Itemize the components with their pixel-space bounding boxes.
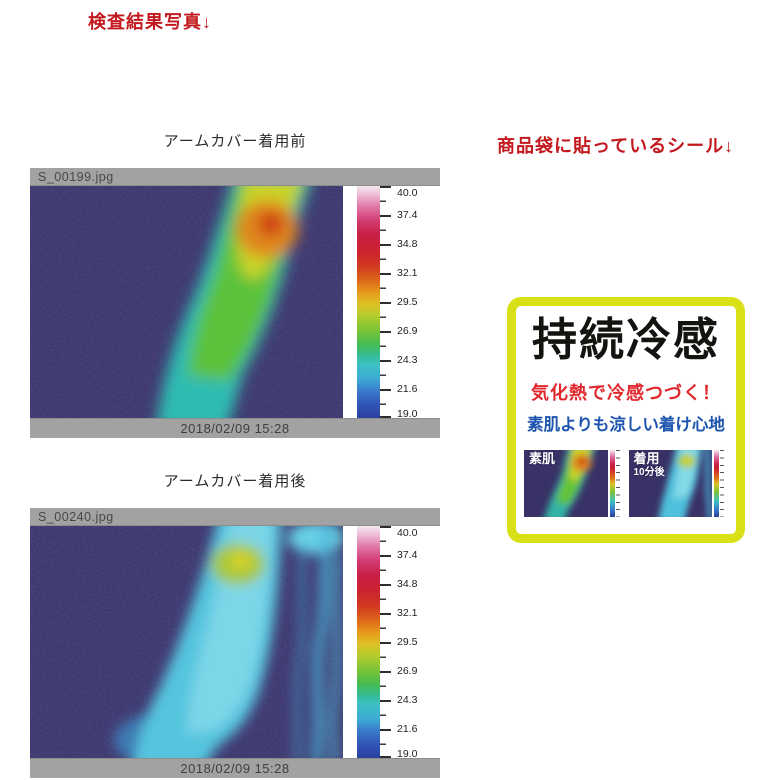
mini-gradient-bar	[609, 449, 615, 517]
figure-title-after: アームカバー着用後	[163, 473, 307, 490]
annotation-test-photos: 検査結果写真↓	[88, 12, 212, 32]
thermal-arm-cool-graphic	[30, 526, 343, 758]
mini-thermal-cool-graphic	[628, 449, 713, 517]
mini-label-bare-skin: 素肌	[529, 450, 556, 466]
figure-title-before: アームカバー着用前	[163, 133, 307, 150]
filename-bar: S_00199.jpg	[30, 168, 440, 186]
thermal-figure-after: アームカバー着用後 S_00240.jpg	[30, 470, 440, 778]
scale-label: 24.3	[397, 354, 418, 366]
mini-scale-ticks	[615, 449, 620, 517]
scale-label: 40.0	[397, 527, 418, 539]
scale-label: 32.1	[397, 267, 418, 279]
mini-thermal-bare-skin: 素肌	[524, 449, 624, 517]
scale-label: 21.6	[397, 723, 418, 735]
scale-label: 32.1	[397, 607, 418, 619]
scale-label: 21.6	[397, 383, 418, 395]
thermal-arm-warm-graphic	[30, 186, 343, 418]
filename-text: S_00240.jpg	[38, 509, 114, 524]
temperature-scale: 40.0 37.4 34.8 32.1 29.5 26.9 24.3 21.6 …	[343, 186, 440, 420]
mini-temperature-scale	[712, 449, 728, 517]
scale-label: 37.4	[397, 549, 418, 561]
sticker-tagline-red: 気化熱で冷感つづく！	[531, 382, 721, 403]
thermal-image-before: S_00199.jpg	[30, 168, 440, 438]
mini-thermal-warm-graphic	[524, 449, 608, 517]
scale-label: 34.8	[397, 238, 418, 250]
sticker-thermal-comparison: 素肌	[524, 449, 728, 517]
thermal-figure-before: アームカバー着用前 S_00199.jpg	[30, 130, 440, 438]
mini-temperature-scale	[607, 449, 624, 517]
thermal-photo-before	[30, 186, 343, 418]
sticker-headline: 持続冷感	[531, 314, 720, 365]
scale-label: 29.5	[397, 636, 418, 648]
scale-label: 26.9	[397, 325, 418, 337]
filename-text: S_00199.jpg	[38, 169, 114, 184]
timestamp-bar: 2018/02/09 15:28	[30, 418, 440, 438]
timestamp-text: 2018/02/09 15:28	[180, 421, 290, 436]
scale-label: 40.0	[397, 187, 418, 199]
timestamp-bar: 2018/02/09 15:28	[30, 758, 440, 778]
scale-label: 19.0	[397, 408, 418, 420]
scale-label: 19.0	[397, 748, 418, 760]
temperature-scale: 40.0 37.4 34.8 32.1 29.5 26.9 24.3 21.6 …	[343, 526, 440, 760]
scale-label: 24.3	[397, 694, 418, 706]
sticker-tagline-blue: 素肌よりも涼しい着け心地	[527, 415, 725, 434]
mini-scale-ticks	[720, 449, 725, 517]
filename-bar: S_00240.jpg	[30, 508, 440, 526]
scale-ticks-major	[380, 526, 391, 758]
thermal-image-after: S_00240.jpg	[30, 508, 440, 778]
temperature-gradient-bar	[357, 526, 380, 758]
scale-labels: 40.0 37.4 34.8 32.1 29.5 26.9 24.3 21.6 …	[397, 526, 440, 760]
annotation-bag-sticker: 商品袋に貼っているシール↓	[497, 136, 735, 156]
thermal-photo-after	[30, 526, 343, 758]
scale-label: 26.9	[397, 665, 418, 677]
scale-labels: 40.0 37.4 34.8 32.1 29.5 26.9 24.3 21.6 …	[397, 186, 440, 420]
scale-label: 37.4	[397, 209, 418, 221]
product-sticker: 持続冷感 気化熱で冷感つづく！ 素肌よりも涼しい着け心地	[507, 297, 745, 543]
scale-label: 34.8	[397, 578, 418, 590]
timestamp-text: 2018/02/09 15:28	[180, 761, 290, 776]
mini-thermal-after-10min: 着用 10分後	[628, 449, 728, 517]
temperature-gradient-bar	[357, 186, 380, 418]
scale-label: 29.5	[397, 296, 418, 308]
mini-label-after-10min: 着用 10分後	[633, 450, 665, 478]
scale-ticks-major	[380, 186, 391, 418]
mini-gradient-bar	[714, 449, 720, 517]
